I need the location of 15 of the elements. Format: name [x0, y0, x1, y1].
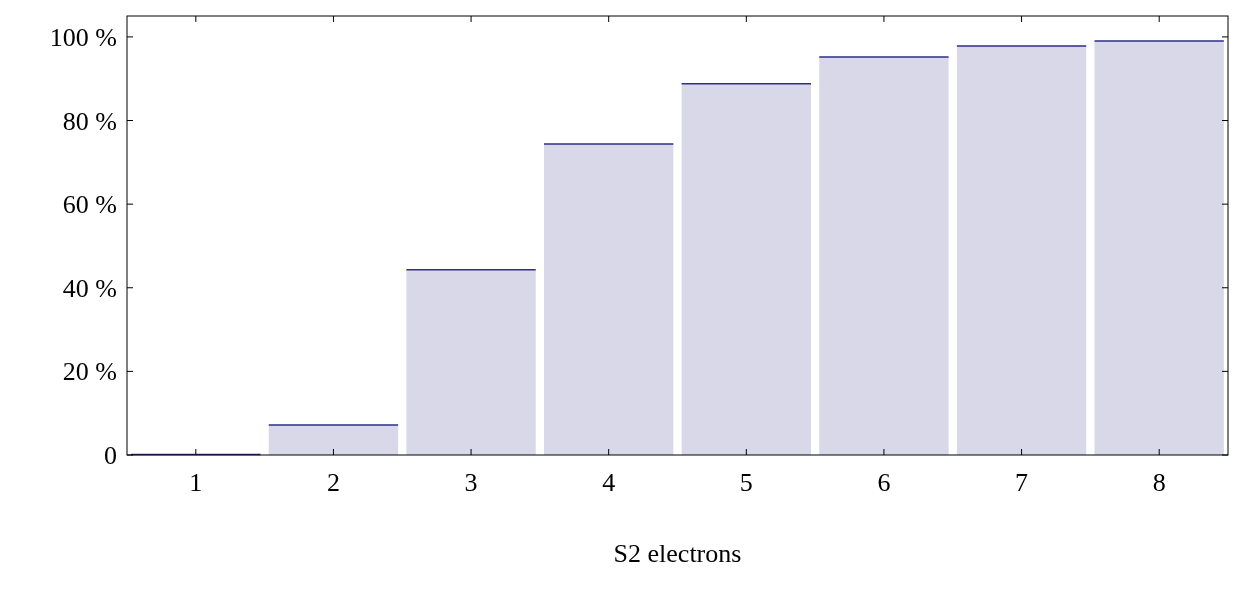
x-tick-label: 8 — [1152, 468, 1166, 497]
x-tick-label: 3 — [464, 468, 478, 497]
x-tick-label: 2 — [326, 468, 340, 497]
x-tick-label: 5 — [739, 468, 753, 497]
x-axis-title: S2 electrons — [613, 539, 742, 568]
x-tick-label: 1 — [189, 468, 203, 497]
x-tick-label: 7 — [1015, 468, 1029, 497]
x-tick-label: 6 — [877, 468, 891, 497]
y-tick-label: 80 % — [62, 106, 117, 136]
y-tick-label: 60 % — [62, 190, 117, 220]
y-tick-label: 20 % — [62, 357, 117, 387]
y-tick-label: 100 % — [49, 23, 117, 52]
x-tick-label: 4 — [602, 468, 616, 497]
y-tick-label: 0 — [104, 441, 117, 471]
y-tick-label: 40 % — [62, 273, 117, 303]
